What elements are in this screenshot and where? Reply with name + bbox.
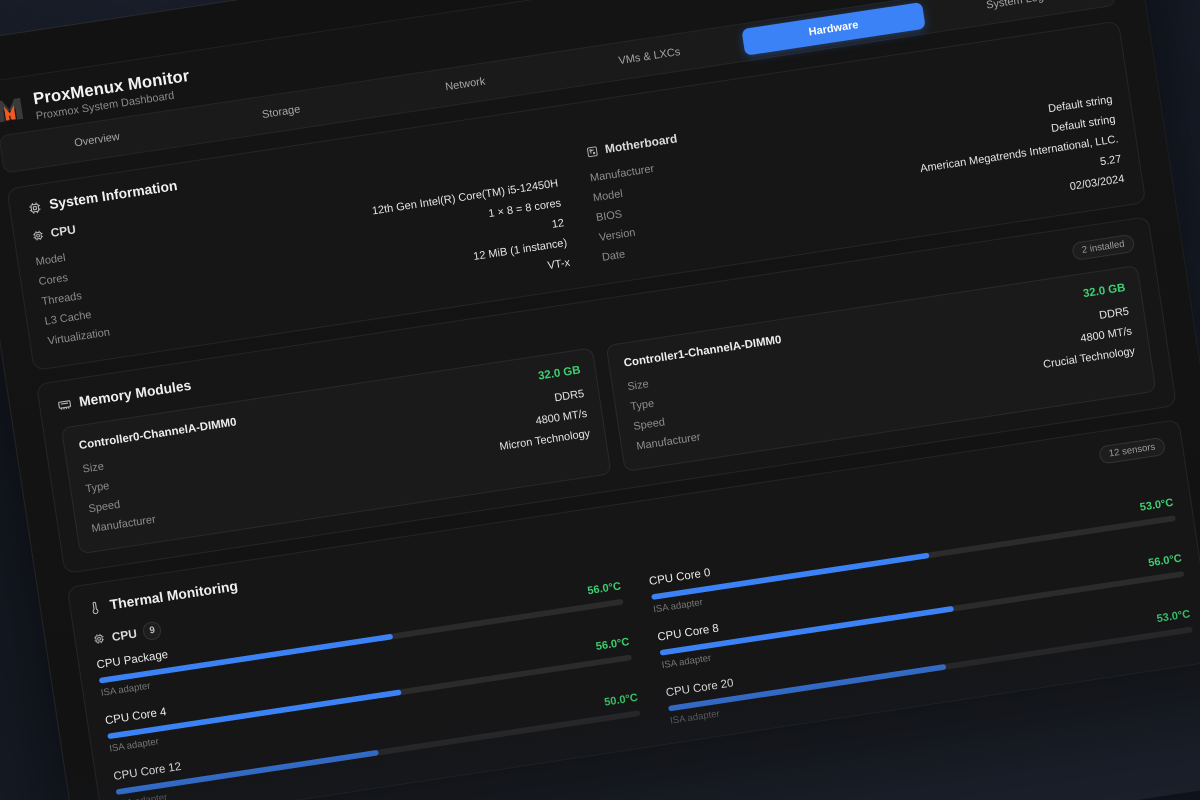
proxmenux-m-logo-icon xyxy=(0,93,26,127)
info-value: DDR5 xyxy=(553,387,585,404)
memory-stick-icon xyxy=(56,396,72,412)
info-key: Model xyxy=(34,251,67,268)
memory-count-badge: 2 installed xyxy=(1071,233,1136,262)
info-key: Date xyxy=(601,248,626,264)
info-value: DDR5 xyxy=(1098,305,1130,322)
info-value: 12 xyxy=(551,217,565,231)
info-key: Size xyxy=(626,378,650,393)
memory-module-size: 32.0 GB xyxy=(537,362,582,383)
info-key: Manufacturer xyxy=(635,431,702,453)
card-system-information: System Information xyxy=(6,20,1147,371)
memory-module-size: 32.0 GB xyxy=(1081,280,1127,301)
info-value: 02/03/2024 xyxy=(1069,172,1126,193)
tab-label: Overview xyxy=(73,131,121,150)
info-key: Cores xyxy=(37,271,69,288)
sensor-temp: 56.0°C xyxy=(1147,552,1183,570)
sensor-name: CPU Package xyxy=(95,647,169,672)
brand[interactable]: ProxMenux Monitor Proxmox System Dashboa… xyxy=(0,66,193,129)
tab-label: VMs & LXCs xyxy=(617,46,682,68)
card-title-label: System Information xyxy=(48,178,179,213)
thermal-group-title: CPU 9 xyxy=(92,468,1171,649)
card-title-label: Thermal Monitoring xyxy=(108,578,239,613)
info-key: Version xyxy=(598,226,637,244)
sensor-name: CPU Core 20 xyxy=(664,675,735,700)
section-motherboard: Motherboard Manufacturer Default string … xyxy=(585,67,1126,268)
section-title-label: Motherboard xyxy=(604,131,679,156)
brand-header: ProxMenux Monitor Proxmox System Dashboa… xyxy=(0,0,1138,133)
section-title-label: CPU xyxy=(49,222,77,240)
cpu-chip-icon xyxy=(27,199,43,215)
card-memory-modules: Memory Modules 2 installed Controller0-C… xyxy=(35,215,1177,574)
section-title: Motherboard xyxy=(585,67,1109,159)
info-value: 5.27 xyxy=(1099,153,1123,168)
sensor-name: CPU Core 8 xyxy=(656,621,720,644)
card-header: System Information xyxy=(27,38,1106,216)
card-title: System Information xyxy=(27,178,179,217)
info-key: Speed xyxy=(632,416,666,433)
tab-label: System Logs xyxy=(985,0,1050,12)
info-key: Speed xyxy=(87,498,121,515)
thermal-group-count: 9 xyxy=(141,620,163,642)
card-thermal-monitoring: Thermal Monitoring 12 sensors CPU 9 xyxy=(66,418,1200,800)
tab-label: Network xyxy=(444,75,487,94)
info-key: Virtualization xyxy=(46,326,111,348)
sensor-temp: 53.0°C xyxy=(1139,497,1175,514)
thermometer-icon xyxy=(87,599,103,615)
card-header: Thermal Monitoring 12 sensors xyxy=(87,436,1167,618)
card-title: Memory Modules xyxy=(56,378,192,413)
card-title-label: Memory Modules xyxy=(78,377,193,410)
card-header: Memory Modules 2 installed xyxy=(56,233,1136,415)
info-key: L3 Cache xyxy=(43,308,93,328)
section-cpu: CPU Model 12th Gen Intel(R) Core(TM) i5-… xyxy=(31,150,572,351)
sensor-temp: 56.0°C xyxy=(595,636,631,653)
tab-label: Hardware xyxy=(807,19,860,39)
info-value: VT-x xyxy=(546,256,571,272)
thermal-group-label: CPU xyxy=(110,626,138,644)
sensor-temp: 50.0°C xyxy=(603,692,639,709)
info-key: BIOS xyxy=(595,208,623,224)
info-key: Type xyxy=(84,479,111,495)
info-key: Size xyxy=(81,460,105,476)
sensor-name: CPU Core 12 xyxy=(112,759,182,783)
tab-label: Storage xyxy=(261,103,302,121)
section-title: CPU xyxy=(31,150,555,242)
info-key: Model xyxy=(592,187,624,204)
info-key: Type xyxy=(629,397,655,413)
sensor-temp: 56.0°C xyxy=(586,580,622,598)
sensor-temp: 53.0°C xyxy=(1155,608,1192,626)
cpu-chip-icon xyxy=(31,228,45,242)
sensor-name: CPU Core 4 xyxy=(104,704,168,728)
sensor-name: CPU Core 0 xyxy=(648,565,712,588)
info-key: Manufacturer xyxy=(90,513,157,535)
info-key: Threads xyxy=(40,290,83,308)
sensor-count-badge: 12 sensors xyxy=(1098,436,1167,465)
cpu-chip-icon xyxy=(92,632,106,646)
circuit-board-icon xyxy=(585,144,599,158)
card-title: Thermal Monitoring xyxy=(87,578,239,616)
